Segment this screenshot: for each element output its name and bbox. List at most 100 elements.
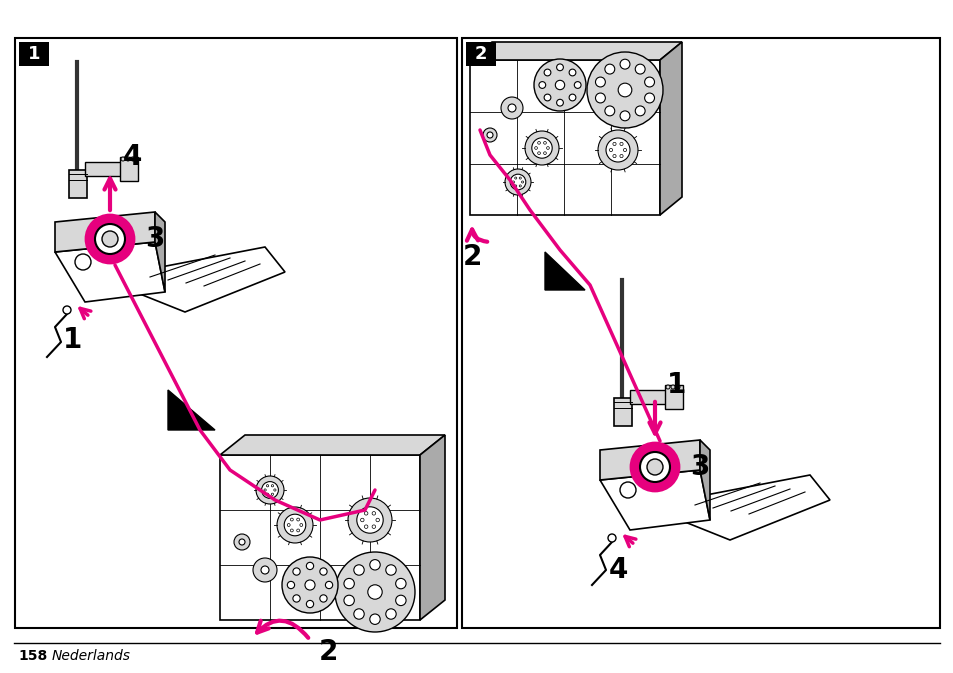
Circle shape xyxy=(344,578,354,589)
Circle shape xyxy=(319,595,327,602)
Circle shape xyxy=(556,64,563,71)
Circle shape xyxy=(644,93,654,103)
Circle shape xyxy=(515,185,517,187)
Circle shape xyxy=(348,498,392,542)
Circle shape xyxy=(531,138,552,158)
Circle shape xyxy=(296,529,299,532)
Circle shape xyxy=(534,59,585,111)
Circle shape xyxy=(619,111,629,120)
Circle shape xyxy=(372,511,375,515)
Circle shape xyxy=(290,529,293,532)
Circle shape xyxy=(356,507,383,533)
Circle shape xyxy=(287,524,290,526)
Circle shape xyxy=(131,157,135,161)
Circle shape xyxy=(344,595,354,606)
Circle shape xyxy=(618,83,631,97)
Polygon shape xyxy=(168,390,214,430)
Circle shape xyxy=(605,138,629,162)
Circle shape xyxy=(75,254,91,270)
Circle shape xyxy=(630,443,679,491)
Circle shape xyxy=(604,64,614,74)
Circle shape xyxy=(233,534,250,550)
Polygon shape xyxy=(679,475,829,540)
Circle shape xyxy=(354,609,364,619)
Text: Nederlands: Nederlands xyxy=(52,649,131,663)
Circle shape xyxy=(284,514,306,536)
Text: 2: 2 xyxy=(318,638,337,666)
Circle shape xyxy=(510,174,525,190)
Circle shape xyxy=(86,215,133,263)
Circle shape xyxy=(360,518,364,522)
Circle shape xyxy=(543,69,550,76)
Bar xyxy=(19,42,49,66)
Bar xyxy=(220,455,419,620)
Polygon shape xyxy=(135,247,285,312)
Bar xyxy=(15,38,456,628)
Circle shape xyxy=(121,157,125,161)
Circle shape xyxy=(239,539,245,545)
Circle shape xyxy=(287,581,294,589)
Text: 4: 4 xyxy=(122,143,142,171)
Circle shape xyxy=(619,59,629,69)
Text: 1: 1 xyxy=(63,326,83,354)
Circle shape xyxy=(538,81,545,88)
Circle shape xyxy=(595,93,605,103)
Circle shape xyxy=(325,581,333,589)
Circle shape xyxy=(586,52,662,128)
Circle shape xyxy=(395,595,406,606)
Circle shape xyxy=(293,568,300,575)
Circle shape xyxy=(524,131,558,165)
Circle shape xyxy=(609,149,612,151)
Circle shape xyxy=(335,552,415,632)
Circle shape xyxy=(255,476,284,504)
Circle shape xyxy=(555,80,564,90)
Circle shape xyxy=(569,94,576,101)
Polygon shape xyxy=(470,42,681,60)
Circle shape xyxy=(370,560,380,570)
Circle shape xyxy=(622,149,626,151)
Circle shape xyxy=(537,152,539,155)
Circle shape xyxy=(486,132,493,138)
Circle shape xyxy=(574,81,580,88)
Polygon shape xyxy=(55,242,165,302)
Circle shape xyxy=(518,185,520,187)
Text: 4: 4 xyxy=(608,556,627,584)
Circle shape xyxy=(282,557,337,613)
Bar xyxy=(470,60,659,215)
Polygon shape xyxy=(700,440,709,520)
Polygon shape xyxy=(419,435,444,620)
Circle shape xyxy=(271,493,274,495)
Circle shape xyxy=(261,566,269,574)
Circle shape xyxy=(276,507,313,543)
Circle shape xyxy=(296,518,299,521)
Bar xyxy=(614,398,631,426)
Polygon shape xyxy=(544,252,584,290)
Circle shape xyxy=(521,181,523,183)
Circle shape xyxy=(619,155,622,157)
Polygon shape xyxy=(220,435,444,455)
Bar xyxy=(85,162,125,176)
Polygon shape xyxy=(659,42,681,215)
Circle shape xyxy=(368,585,382,599)
Circle shape xyxy=(102,231,118,247)
Circle shape xyxy=(569,69,576,76)
Circle shape xyxy=(305,580,314,590)
Circle shape xyxy=(372,525,375,528)
Circle shape xyxy=(644,77,654,87)
Circle shape xyxy=(635,64,644,74)
Circle shape xyxy=(364,525,368,528)
Bar xyxy=(629,390,669,404)
Circle shape xyxy=(619,482,636,498)
Text: 2: 2 xyxy=(462,243,481,271)
Bar xyxy=(461,38,939,628)
Circle shape xyxy=(543,94,550,101)
Circle shape xyxy=(266,493,269,495)
Circle shape xyxy=(306,600,314,608)
Circle shape xyxy=(126,157,130,161)
Circle shape xyxy=(676,385,679,389)
Circle shape xyxy=(95,224,125,254)
Circle shape xyxy=(543,152,546,155)
Circle shape xyxy=(293,595,300,602)
Circle shape xyxy=(507,104,516,112)
Circle shape xyxy=(385,565,395,575)
